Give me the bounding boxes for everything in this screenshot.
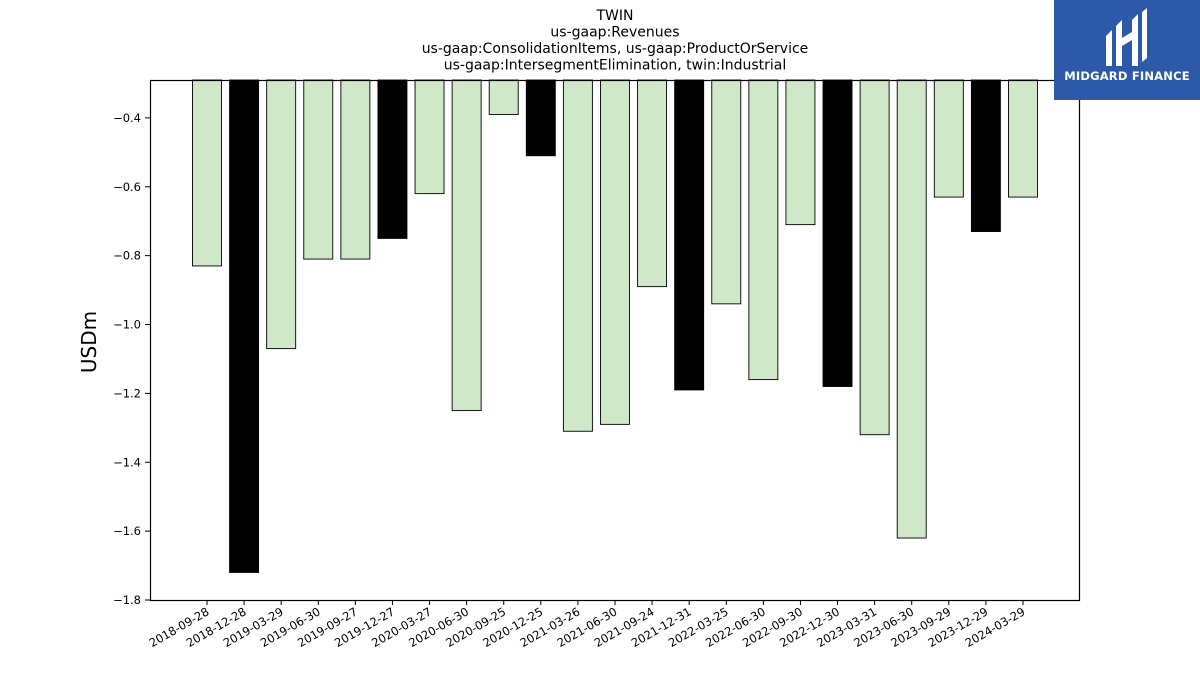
y-tick-label: −1.6 (113, 524, 141, 538)
chart-title: TWINus-gaap:Revenuesus-gaap:Consolidatio… (422, 8, 809, 74)
bar (340, 79, 371, 260)
y-tick-label: −0.8 (113, 249, 141, 263)
bars (192, 79, 1038, 573)
x-axis: 2018-09-282018-12-282019-03-292019-06-30… (147, 600, 1027, 650)
y-tick-label: −1.0 (113, 318, 141, 332)
bar (970, 79, 1001, 232)
bar (896, 79, 927, 539)
bar (748, 79, 779, 381)
bar (525, 79, 556, 157)
midgard-finance-logo: MIDGARD FINANCE (1054, 0, 1200, 100)
bar (859, 79, 890, 436)
bar (451, 79, 482, 412)
bar (711, 79, 742, 305)
bar (822, 79, 853, 387)
chart-title-line: us-gaap:Revenues (550, 25, 679, 41)
bar (674, 79, 705, 391)
bar (377, 79, 408, 239)
y-axis: −0.4 −0.6 −0.8 −1.0 −1.2 −1.4 −1.6 −1.8 (113, 111, 150, 607)
bar (637, 79, 668, 288)
chart-title-line: us-gaap:ConsolidationItems, us-gaap:Prod… (422, 41, 809, 57)
y-tick-label: −0.4 (113, 111, 141, 125)
bar (303, 79, 334, 260)
y-tick-label: −1.2 (113, 386, 141, 400)
bar (785, 79, 816, 226)
plot-frame (149, 79, 1081, 602)
chart-title-line: us-gaap:IntersegmentElimination, twin:In… (444, 58, 787, 74)
bar (229, 79, 260, 573)
bar (266, 79, 297, 350)
logo-text: MIDGARD FINANCE (1064, 69, 1190, 83)
bar (600, 79, 630, 425)
y-tick-label: −1.8 (113, 593, 141, 607)
y-axis-label: USDm (77, 311, 101, 373)
midgard-logo-icon (1106, 8, 1147, 66)
chart-title-line: TWIN (596, 8, 634, 24)
y-tick-label: −0.6 (113, 180, 141, 194)
y-tick-label: −1.4 (113, 455, 141, 469)
bar (488, 79, 519, 115)
bar (414, 79, 445, 195)
bar (933, 79, 964, 198)
bar (1008, 79, 1038, 198)
bar (192, 79, 222, 267)
bar (562, 79, 593, 432)
